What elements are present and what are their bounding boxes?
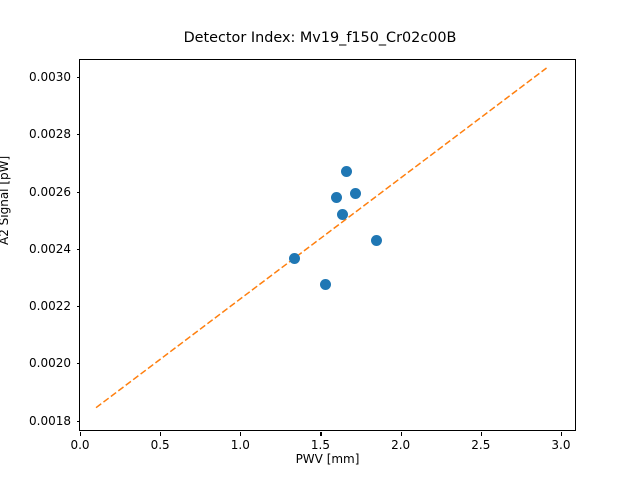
- x-tick-mark: [400, 432, 402, 436]
- x-tick-mark: [160, 432, 162, 436]
- x-tick-mark: [80, 432, 82, 436]
- y-tick-label: 0.0026: [29, 184, 71, 199]
- y-tick-label: 0.0022: [29, 299, 71, 314]
- y-tick-label: 0.0028: [29, 127, 71, 142]
- y-tick-mark: [76, 134, 80, 136]
- data-point: [289, 253, 301, 265]
- x-tick-label: 2.5: [471, 438, 491, 452]
- trend-line: [95, 67, 547, 409]
- y-axis-label: A2 Signal [pW]: [0, 155, 11, 245]
- y-tick-mark: [76, 191, 80, 193]
- y-tick-label: 0.0024: [29, 241, 71, 256]
- plot-area: 0.0 0.5 1.0 1.5 2.0 2.5 3.0 0.0018 0.0020 0.0022…: [29, 59, 576, 452]
- x-tick-label: 3.0: [551, 438, 571, 452]
- y-tick-mark: [76, 420, 80, 422]
- x-axis-label: PWV [mm]: [295, 452, 360, 466]
- trend-line-layer: [95, 67, 547, 409]
- data-point: [350, 188, 362, 200]
- y-tick-label: 0.0020: [29, 356, 71, 371]
- y-tick-label: 0.0030: [29, 70, 71, 85]
- y-tick-mark: [76, 363, 80, 365]
- chart-title: Detector Index: Mv19_f150_Cr02c00B: [183, 30, 457, 46]
- plot-svg: [95, 67, 547, 409]
- data-point: [319, 279, 331, 291]
- data-point: [371, 234, 383, 246]
- data-point: [331, 191, 343, 203]
- x-tick-label: 1.0: [230, 438, 250, 452]
- x-tick-mark: [480, 432, 482, 436]
- x-tick-label: 0.5: [150, 438, 170, 452]
- x-tick-label: 2.0: [391, 438, 411, 452]
- x-tick-mark: [320, 432, 322, 436]
- x-tick-mark: [560, 432, 563, 436]
- x-tick-mark: [240, 432, 242, 436]
- data-point: [337, 209, 349, 221]
- x-tick-label: 0.0: [70, 438, 90, 452]
- y-tick-mark: [76, 306, 80, 308]
- y-tick-mark: [76, 248, 80, 250]
- data-point: [340, 166, 352, 178]
- y-tick-label: 0.0018: [29, 413, 71, 428]
- y-tick-mark: [76, 77, 80, 79]
- x-tick-label: 1.5: [310, 438, 331, 452]
